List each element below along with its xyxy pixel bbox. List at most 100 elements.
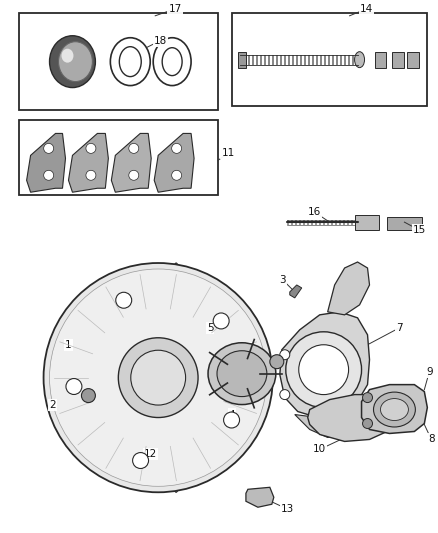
Polygon shape <box>361 385 427 433</box>
Circle shape <box>44 143 53 154</box>
Ellipse shape <box>374 392 415 427</box>
Circle shape <box>81 389 95 402</box>
Ellipse shape <box>119 47 141 77</box>
Bar <box>346 220 349 225</box>
Bar <box>260 55 262 64</box>
Bar <box>312 55 314 64</box>
Ellipse shape <box>217 351 267 397</box>
Ellipse shape <box>167 263 185 492</box>
Circle shape <box>129 171 139 180</box>
Bar <box>343 220 345 225</box>
Bar <box>350 220 353 225</box>
Polygon shape <box>246 487 274 507</box>
Bar <box>19 120 218 195</box>
Bar <box>388 217 422 230</box>
Bar <box>252 55 254 64</box>
Circle shape <box>172 171 182 180</box>
Bar <box>244 55 246 64</box>
Circle shape <box>280 350 290 360</box>
Bar <box>288 55 290 64</box>
Text: 5: 5 <box>207 323 213 333</box>
Bar <box>311 220 313 225</box>
Ellipse shape <box>43 263 273 492</box>
Bar <box>339 220 341 225</box>
Ellipse shape <box>131 350 186 405</box>
Bar <box>331 220 332 225</box>
Bar <box>352 55 353 64</box>
Circle shape <box>129 143 139 154</box>
Circle shape <box>86 143 96 154</box>
Bar <box>336 55 338 64</box>
Bar <box>248 55 250 64</box>
Bar <box>323 220 325 225</box>
Bar <box>307 220 309 225</box>
Circle shape <box>286 332 361 408</box>
Ellipse shape <box>153 38 191 86</box>
Polygon shape <box>154 133 194 192</box>
Ellipse shape <box>355 52 364 68</box>
Circle shape <box>66 378 82 394</box>
Bar <box>287 220 289 225</box>
Polygon shape <box>308 394 399 441</box>
Ellipse shape <box>59 42 92 82</box>
Ellipse shape <box>110 38 150 86</box>
Text: 11: 11 <box>221 148 235 158</box>
Bar <box>304 55 306 64</box>
Text: 8: 8 <box>428 434 434 445</box>
Circle shape <box>270 355 284 369</box>
Circle shape <box>213 313 229 329</box>
Bar <box>232 13 427 106</box>
Text: 10: 10 <box>313 445 326 455</box>
Text: 14: 14 <box>360 4 373 14</box>
Bar <box>291 220 293 225</box>
Bar <box>319 220 321 225</box>
Ellipse shape <box>208 343 276 405</box>
Bar <box>308 55 310 64</box>
Polygon shape <box>295 411 361 438</box>
Ellipse shape <box>61 49 74 63</box>
Bar <box>343 55 346 64</box>
Bar <box>19 13 218 110</box>
Bar <box>324 55 326 64</box>
Text: 16: 16 <box>308 207 321 217</box>
Bar <box>316 55 318 64</box>
Bar <box>392 52 404 68</box>
Ellipse shape <box>162 47 182 76</box>
Bar <box>272 55 274 64</box>
Polygon shape <box>68 133 108 192</box>
Polygon shape <box>111 133 151 192</box>
Circle shape <box>280 390 290 400</box>
Circle shape <box>363 418 372 429</box>
Bar <box>295 220 297 225</box>
Text: 12: 12 <box>144 449 157 459</box>
Circle shape <box>363 393 372 402</box>
Text: 15: 15 <box>413 225 426 235</box>
Bar <box>284 55 286 64</box>
Polygon shape <box>280 312 370 417</box>
Polygon shape <box>27 133 66 192</box>
Circle shape <box>116 292 132 308</box>
Bar <box>314 220 317 225</box>
Text: 4: 4 <box>229 409 235 419</box>
Bar <box>280 55 282 64</box>
Bar <box>296 55 298 64</box>
Text: 1: 1 <box>65 340 72 350</box>
Text: 13: 13 <box>281 504 294 514</box>
Bar <box>339 55 342 64</box>
Ellipse shape <box>381 399 408 421</box>
Bar <box>299 220 301 225</box>
Ellipse shape <box>49 269 267 486</box>
Polygon shape <box>328 262 370 315</box>
Circle shape <box>133 453 148 469</box>
Bar <box>256 55 258 64</box>
Text: 9: 9 <box>426 367 433 377</box>
Polygon shape <box>290 285 302 298</box>
Circle shape <box>299 345 349 394</box>
Bar <box>335 220 337 225</box>
Bar <box>356 55 357 64</box>
Bar <box>292 55 294 64</box>
Circle shape <box>223 412 240 428</box>
Circle shape <box>44 171 53 180</box>
Ellipse shape <box>118 338 198 417</box>
Bar <box>240 55 242 64</box>
